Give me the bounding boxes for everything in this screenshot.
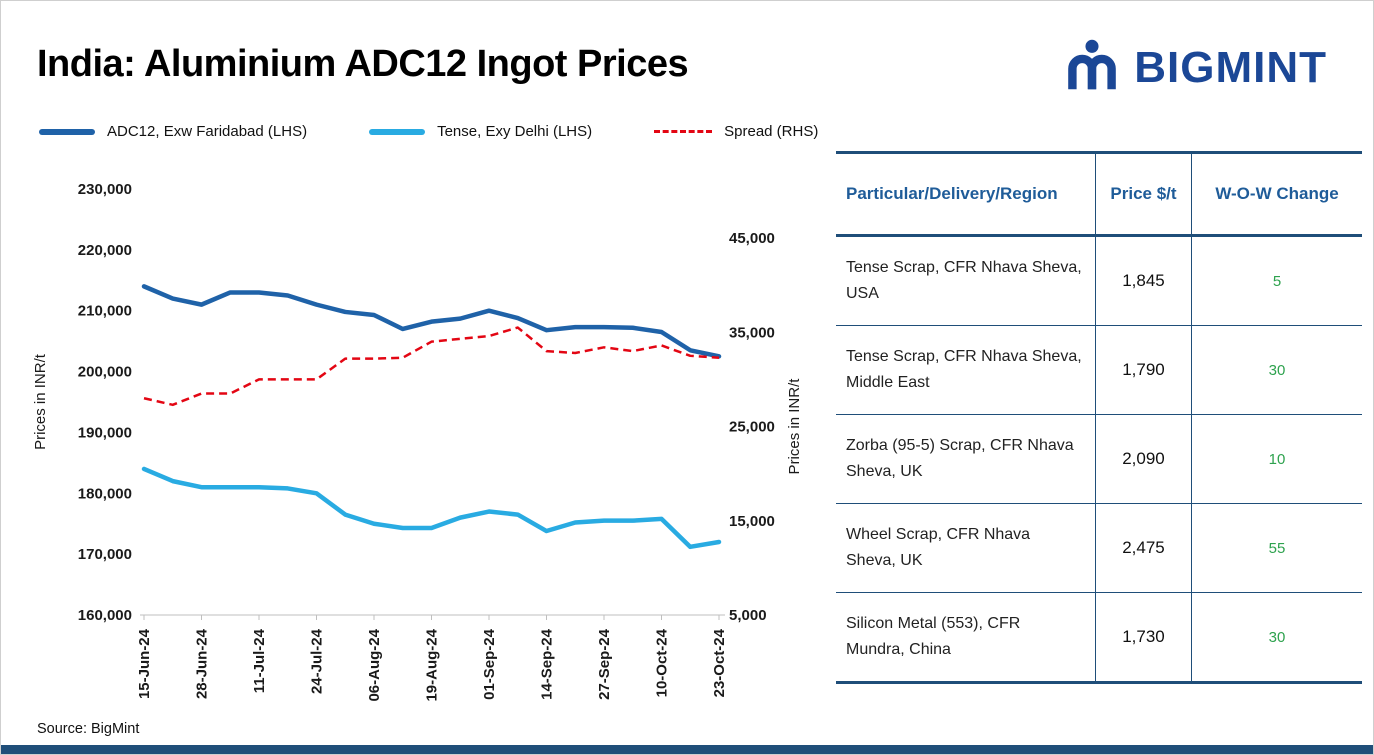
cell-price: 2,090	[1096, 415, 1192, 503]
svg-text:10-Oct-24: 10-Oct-24	[654, 628, 671, 697]
line-swatch-tense-icon	[369, 128, 426, 135]
chart-legend: ADC12, Exw Faridabad (LHS) Tense, Exy De…	[39, 123, 818, 140]
cell-change: 30	[1268, 628, 1286, 646]
svg-text:23-Oct-24: 23-Oct-24	[711, 628, 728, 697]
svg-text:28-Jun-24: 28-Jun-24	[194, 628, 211, 699]
svg-text:35,000: 35,000	[729, 324, 775, 341]
table-header-row: Particular/Delivery/Region Price $/t W-O…	[836, 154, 1362, 237]
svg-text:210,000: 210,000	[78, 303, 132, 320]
cell-price: 1,730	[1096, 593, 1192, 681]
cell-particular: Silicon Metal (553), CFR Mundra, China	[836, 593, 1096, 681]
prices-table: Particular/Delivery/Region Price $/t W-O…	[836, 151, 1362, 684]
cell-price: 1,845	[1096, 237, 1192, 325]
svg-text:45,000: 45,000	[729, 230, 775, 247]
cell-change: 10	[1268, 450, 1286, 468]
svg-text:06-Aug-24: 06-Aug-24	[366, 628, 383, 701]
svg-text:15-Jun-24: 15-Jun-24	[136, 628, 153, 699]
bigmint-logo-text: BIGMINT	[1134, 42, 1327, 92]
legend-item-tense: Tense, Exy Delhi (LHS)	[369, 123, 592, 140]
legend-label: Spread (RHS)	[724, 123, 819, 140]
cell-change: 5	[1272, 272, 1282, 290]
legend-item-spread: Spread (RHS)	[654, 123, 818, 140]
svg-text:27-Sep-24: 27-Sep-24	[596, 628, 613, 700]
source-note: Source: BigMint	[37, 721, 140, 737]
svg-text:24-Jul-24: 24-Jul-24	[309, 628, 326, 694]
svg-text:220,000: 220,000	[78, 242, 132, 259]
bigmint-logo: BIGMINT	[1064, 37, 1327, 98]
cell-price: 2,475	[1096, 504, 1192, 592]
line-swatch-adc12-icon	[39, 128, 95, 135]
table-row: Silicon Metal (553), CFR Mundra, China 1…	[836, 593, 1362, 681]
svg-text:14-Sep-24: 14-Sep-24	[539, 628, 556, 700]
svg-text:170,000: 170,000	[78, 546, 132, 563]
dashed-line-swatch-spread-icon	[654, 130, 713, 133]
svg-text:19-Aug-24: 19-Aug-24	[424, 628, 441, 701]
cell-price: 1,790	[1096, 326, 1192, 414]
svg-text:180,000: 180,000	[78, 485, 132, 502]
cell-particular: Zorba (95-5) Scrap, CFR Nhava Sheva, UK	[836, 415, 1096, 503]
table-row: Wheel Scrap, CFR Nhava Sheva, UK 2,475 5…	[836, 504, 1362, 593]
table-row: Zorba (95-5) Scrap, CFR Nhava Sheva, UK …	[836, 415, 1362, 504]
header-price: Price $/t	[1096, 154, 1192, 234]
svg-text:160,000: 160,000	[78, 607, 132, 624]
bigmint-logo-icon	[1064, 37, 1120, 98]
cell-change: 30	[1268, 361, 1286, 379]
svg-text:01-Sep-24: 01-Sep-24	[481, 628, 498, 700]
svg-text:Prices in INR/t: Prices in INR/t	[786, 378, 803, 475]
price-chart: 160,000 170,000 180,000 190,000 200,000 210,0…	[32, 181, 803, 702]
bottom-accent-bar	[1, 745, 1373, 754]
svg-text:5,000: 5,000	[729, 607, 767, 624]
svg-text:Prices in INR/t: Prices in INR/t	[32, 353, 49, 450]
table-row: Tense Scrap, CFR Nhava Sheva, USA 1,845 …	[836, 237, 1362, 326]
svg-text:25,000: 25,000	[729, 419, 775, 436]
header-wow-change: W-O-W Change	[1215, 184, 1339, 203]
table-row: Tense Scrap, CFR Nhava Sheva, Middle Eas…	[836, 326, 1362, 415]
cell-change: 55	[1268, 539, 1286, 557]
cell-particular: Wheel Scrap, CFR Nhava Sheva, UK	[836, 504, 1096, 592]
svg-text:190,000: 190,000	[78, 424, 132, 441]
svg-text:15,000: 15,000	[729, 513, 775, 530]
legend-label: Tense, Exy Delhi (LHS)	[437, 123, 593, 140]
page-title: India: Aluminium ADC12 Ingot Prices	[37, 43, 689, 85]
svg-text:11-Jul-24: 11-Jul-24	[251, 628, 268, 693]
header-particular: Particular/Delivery/Region	[836, 154, 1096, 234]
svg-text:200,000: 200,000	[78, 364, 132, 381]
cell-particular: Tense Scrap, CFR Nhava Sheva, USA	[836, 237, 1096, 325]
svg-text:230,000: 230,000	[78, 181, 132, 198]
legend-item-adc12: ADC12, Exw Faridabad (LHS)	[39, 123, 307, 140]
legend-label: ADC12, Exw Faridabad (LHS)	[107, 123, 308, 140]
cell-particular: Tense Scrap, CFR Nhava Sheva, Middle Eas…	[836, 326, 1096, 414]
